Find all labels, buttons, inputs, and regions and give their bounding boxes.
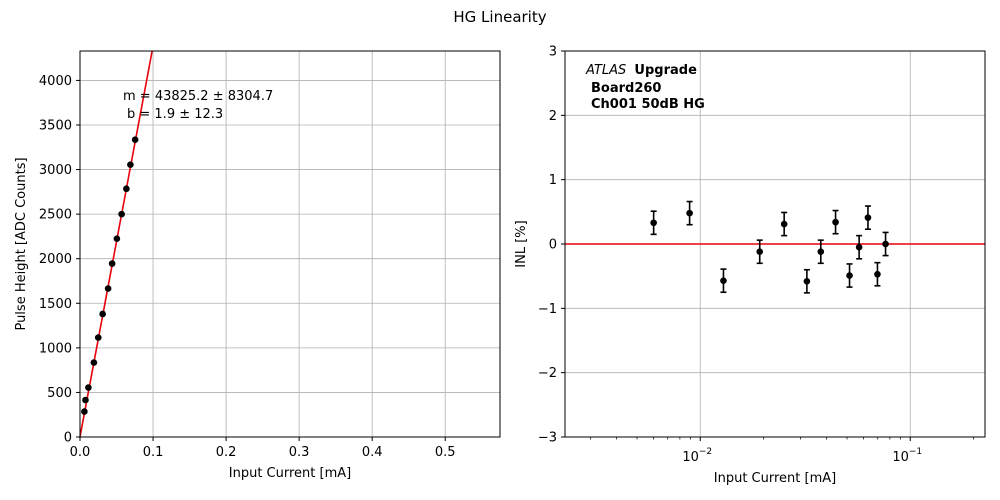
- left-y-tick-label: 1500: [39, 297, 72, 312]
- left-intercept-annotation: b = 1.9 ± 12.3: [127, 107, 223, 122]
- left-data-point: [131, 136, 139, 143]
- left-data-point: [81, 408, 88, 415]
- right-atlas-label: ATLAS Upgrade: [585, 63, 697, 78]
- left-data-point: [90, 359, 98, 366]
- left-data-point: [85, 384, 92, 391]
- right-data-point: [720, 277, 727, 284]
- left-data-point: [82, 396, 89, 404]
- right-x-tick-exponent: −2: [699, 447, 712, 457]
- right-data-points: [650, 200, 889, 294]
- left-x-tick-label: 0.0: [70, 445, 91, 460]
- right-y-tick-label: −1: [538, 302, 557, 317]
- left-x-tick-label: 0.5: [435, 445, 456, 460]
- left-fit-line: [79, 50, 153, 437]
- left-data-point: [108, 260, 116, 267]
- left-data-point: [123, 185, 130, 193]
- right-x-tick-label: 10−2: [682, 447, 712, 465]
- right-data-point: [756, 248, 764, 256]
- left-x-tick-label: 0.4: [362, 445, 383, 460]
- left-data-point: [94, 334, 102, 341]
- left-x-axis-label: Input Current [mA]: [229, 466, 351, 481]
- left-gridlines: [79, 51, 500, 438]
- right-y-tick-label: 2: [549, 109, 557, 124]
- left-fit-line-path: [79, 50, 153, 437]
- board-label: Board260: [591, 81, 661, 96]
- left-x-tick-label: 0.2: [216, 445, 237, 460]
- left-y-ticks: 0 500 1000 1500 2000 2500 3000 3500 4000: [39, 74, 80, 446]
- left-data-point: [99, 310, 106, 318]
- left-plot-frame: [79, 50, 501, 438]
- right-data-point: [686, 209, 693, 217]
- right-data-point: [846, 272, 853, 279]
- left-slope-annotation: m = 43825.2 ± 8304.7: [123, 89, 273, 104]
- left-y-tick-label: 0: [64, 431, 72, 446]
- right-data-point: [780, 220, 788, 228]
- right-x-ticks: 10−2 10−1: [590, 437, 974, 465]
- upgrade-text: Upgrade: [634, 63, 697, 78]
- right-chart: 10−2 10−1 −3 −2 −1 0 1 2 3 Input Current [mA] I…: [514, 45, 986, 486]
- left-y-tick-label: 4000: [39, 74, 72, 89]
- right-data-point: [882, 240, 889, 248]
- figure-title: HG Linearity: [453, 8, 546, 26]
- left-x-ticks: 0.0 0.1 0.2 0.3 0.4 0.5: [70, 437, 456, 460]
- left-data-points: [81, 136, 139, 415]
- right-y-tick-label: −3: [538, 431, 557, 446]
- left-y-tick-label: 2000: [39, 252, 72, 267]
- right-x-tick-exponent: −1: [909, 447, 922, 457]
- left-y-tick-label: 1000: [39, 341, 72, 356]
- right-data-point: [855, 243, 863, 251]
- left-y-axis-label: Pulse Height [ADC Counts]: [14, 157, 29, 330]
- left-y-tick-label: 3000: [39, 163, 72, 178]
- right-data-point: [832, 218, 839, 226]
- left-data-point: [127, 161, 134, 168]
- atlas-text: ATLAS: [585, 63, 626, 78]
- left-x-tick-label: 0.1: [143, 445, 164, 460]
- right-x-axis-label: Input Current [mA]: [714, 471, 836, 486]
- left-y-tick-label: 3500: [39, 118, 72, 133]
- left-y-tick-label: 500: [47, 386, 72, 401]
- right-data-point: [650, 219, 657, 227]
- right-y-tick-label: 0: [549, 238, 557, 253]
- left-y-tick-label: 2500: [39, 208, 72, 223]
- left-data-point: [113, 235, 121, 242]
- right-y-axis-label: INL [%]: [514, 220, 529, 267]
- right-data-point: [874, 270, 881, 278]
- left-data-point: [118, 210, 125, 218]
- right-data-point: [803, 278, 811, 285]
- right-data-point: [817, 248, 825, 256]
- right-y-ticks: −3 −2 −1 0 1 2 3: [538, 45, 565, 446]
- channel-label: Ch001 50dB HG: [591, 97, 705, 112]
- right-y-tick-label: 1: [549, 173, 557, 188]
- left-x-tick-label: 0.3: [289, 445, 310, 460]
- left-data-point: [104, 285, 112, 292]
- right-y-tick-label: 3: [549, 45, 557, 60]
- left-chart: 0.0 0.1 0.2 0.3 0.4 0.5 0 500 1000 1500 2000 2500 3…: [14, 50, 501, 481]
- right-x-tick-label: 10−1: [892, 447, 922, 465]
- right-data-point: [864, 214, 872, 221]
- right-y-tick-label: −2: [538, 366, 557, 381]
